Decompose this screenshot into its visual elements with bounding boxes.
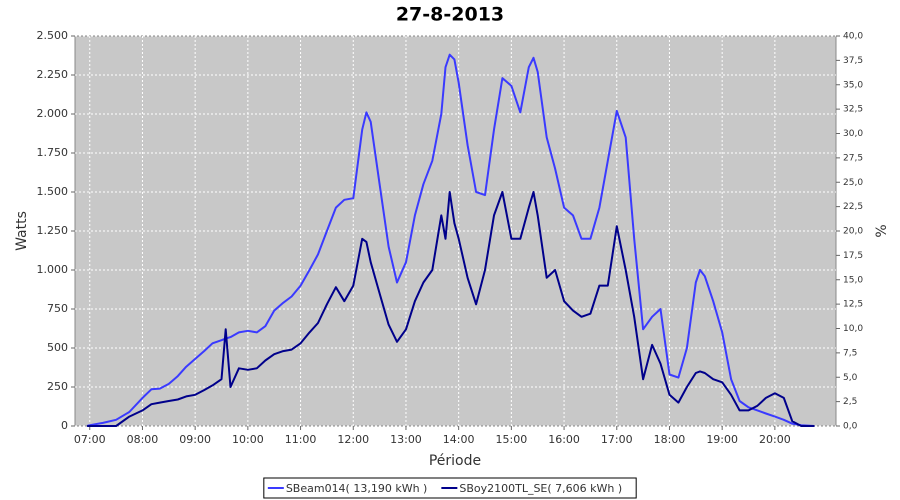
y2-tick-label: 7,5 bbox=[843, 348, 857, 358]
x-tick-label: 14:00 bbox=[443, 433, 475, 446]
y-tick-label: 2.000 bbox=[37, 107, 69, 120]
y2-tick-label: 30,0 bbox=[843, 129, 863, 139]
y2-tick-label: 37,5 bbox=[843, 56, 863, 66]
x-tick-label: 17:00 bbox=[601, 433, 633, 446]
y-axis-title: Watts bbox=[14, 211, 30, 251]
y2-tick-label: 25,0 bbox=[843, 178, 863, 188]
y2-tick-label: 17,5 bbox=[843, 251, 863, 261]
x-tick-label: 09:00 bbox=[179, 433, 211, 446]
legend: SBeam014( 13,190 kWh ) SBoy2100TL_SE( 7,6… bbox=[263, 477, 637, 499]
y2-axis-title: % bbox=[874, 224, 890, 237]
y-tick-label: 0 bbox=[61, 419, 68, 432]
legend-label: SBeam014( 13,190 kWh ) bbox=[286, 482, 428, 495]
x-tick-label: 08:00 bbox=[127, 433, 159, 446]
y-tick-label: 1.750 bbox=[37, 146, 69, 159]
y2-tick-label: 40,0 bbox=[843, 32, 863, 42]
legend-label: SBoy2100TL_SE( 7,606 kWh ) bbox=[459, 482, 622, 495]
y2-tick-label: 5,0 bbox=[843, 373, 858, 383]
y-tick-label: 1.000 bbox=[37, 263, 69, 276]
y2-tick-label: 20,0 bbox=[843, 227, 863, 237]
x-tick-label: 12:00 bbox=[337, 433, 369, 446]
x-tick-label: 18:00 bbox=[654, 433, 686, 446]
x-tick-label: 11:00 bbox=[285, 433, 317, 446]
y2-tick-label: 35,0 bbox=[843, 80, 863, 90]
x-tick-label: 15:00 bbox=[496, 433, 528, 446]
y2-tick-label: 2,5 bbox=[843, 397, 857, 407]
series-line bbox=[86, 53, 815, 427]
y-tick-label: 1.250 bbox=[37, 224, 69, 237]
y2-tick-label: 27,5 bbox=[843, 153, 863, 163]
y2-tick-label: 15,0 bbox=[843, 275, 863, 285]
y-tick-label: 1.500 bbox=[37, 185, 69, 198]
x-tick-label: 19:00 bbox=[706, 433, 738, 446]
y-tick-label: 2.500 bbox=[37, 29, 69, 42]
y2-tick-label: 12,5 bbox=[843, 300, 863, 310]
y-tick-label: 2.250 bbox=[37, 68, 69, 81]
y2-tick-label: 32,5 bbox=[843, 105, 863, 115]
x-tick-label: 13:00 bbox=[390, 433, 422, 446]
series-line bbox=[87, 191, 815, 427]
y2-tick-label: 0,0 bbox=[843, 422, 858, 432]
y2-tick-label: 22,5 bbox=[843, 202, 863, 212]
y2-tick-label: 10,0 bbox=[843, 324, 863, 334]
x-tick-label: 10:00 bbox=[232, 433, 264, 446]
y-tick-label: 500 bbox=[47, 341, 68, 354]
x-tick-label: 16:00 bbox=[548, 433, 580, 446]
x-tick-label: 20:00 bbox=[759, 433, 791, 446]
chart-title: 27-8-2013 bbox=[396, 4, 504, 26]
x-axis-title: Période bbox=[429, 453, 481, 469]
y-tick-label: 250 bbox=[47, 380, 68, 393]
y-tick-label: 750 bbox=[47, 302, 68, 315]
x-tick-label: 07:00 bbox=[74, 433, 106, 446]
